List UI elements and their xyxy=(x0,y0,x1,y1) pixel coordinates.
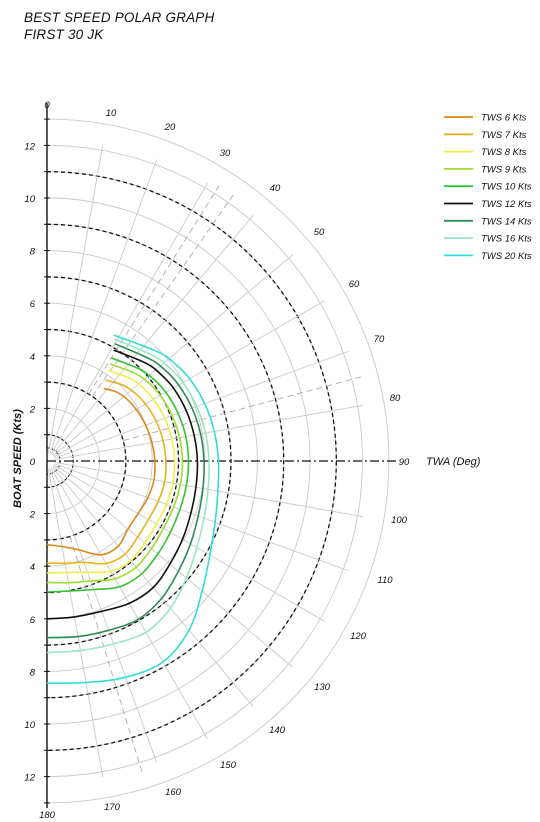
angle-line-110 xyxy=(54,463,349,572)
speed-tick-label: 0 xyxy=(30,457,36,468)
angle-tick-label: 110 xyxy=(377,575,393,586)
speed-tick-label: 2 xyxy=(29,404,36,415)
angle-line-160 xyxy=(49,468,158,763)
legend: TWS 6 Kts TWS 7 Kts TWS 8 Kts TWS 9 Kts TWS … xyxy=(444,113,532,262)
tick-labels: 1210864202468101201020304050607080901001… xyxy=(24,100,410,821)
angle-tick-label: 160 xyxy=(165,787,182,798)
angle-line-130 xyxy=(52,465,294,668)
angle-tick-label: 130 xyxy=(314,682,331,693)
series-line xyxy=(46,379,167,565)
series-line xyxy=(46,369,176,574)
series-line xyxy=(46,342,205,639)
speed-ring-dashed xyxy=(46,276,232,646)
angle-line-40 xyxy=(51,214,254,456)
speed-circle xyxy=(46,144,363,778)
speed-tick-label: 4 xyxy=(30,562,35,573)
axes xyxy=(44,103,396,808)
angle-tick-label: 40 xyxy=(270,183,281,194)
optimum-angle-line xyxy=(88,181,222,395)
speed-tick-label: 6 xyxy=(30,299,36,310)
angle-tick-label: 0 xyxy=(44,100,50,111)
speed-tick-label: 12 xyxy=(24,773,35,784)
angle-tick-label: 30 xyxy=(220,148,231,159)
legend-entry: TWS 10 Kts xyxy=(481,182,532,193)
speed-tick-label: 4 xyxy=(30,352,35,363)
angle-tick-label: 180 xyxy=(39,810,56,821)
y-axis-label: BOAT SPEED (Kts) xyxy=(12,409,24,508)
x-axis-label: TWA (Deg) xyxy=(426,456,481,468)
legend-entry: TWS 16 Kts xyxy=(481,234,532,245)
angle-line-70 xyxy=(54,350,349,459)
angle-tick-label: 70 xyxy=(374,334,385,345)
chart-subtitle: FIRST 30 JK xyxy=(24,27,104,42)
speed-ring-dashed xyxy=(46,171,337,751)
speed-tick-label: 10 xyxy=(24,194,35,205)
speed-tick-label: 12 xyxy=(24,141,35,152)
legend-entry: TWS 20 Kts xyxy=(481,251,532,262)
series-line xyxy=(46,357,190,593)
series-line xyxy=(46,338,210,654)
angle-tick-label: 90 xyxy=(399,457,410,468)
angle-tick-label: 140 xyxy=(269,725,286,736)
series-line xyxy=(46,363,184,584)
inner-ring xyxy=(46,434,74,488)
series-line xyxy=(46,334,220,684)
angle-line-20 xyxy=(49,159,158,454)
legend-entry: TWS 6 Kts xyxy=(481,113,527,124)
angle-tick-label: 10 xyxy=(106,108,117,119)
chart-title: BEST SPEED POLAR GRAPH xyxy=(24,10,215,25)
polar-curves xyxy=(46,334,220,684)
optimum-angle-line xyxy=(69,536,144,776)
legend-entry: TWS 12 Kts xyxy=(481,199,532,210)
angle-line-30 xyxy=(50,182,208,455)
legend-entry: TWS 8 Kts xyxy=(481,147,527,158)
speed-tick-label: 8 xyxy=(30,667,36,678)
series-line xyxy=(46,387,156,556)
angle-line-120 xyxy=(53,464,326,622)
angle-line-80 xyxy=(54,404,364,461)
angle-line-50 xyxy=(52,254,294,457)
angle-tick-label: 80 xyxy=(390,393,401,404)
angle-tick-label: 100 xyxy=(391,515,408,526)
angle-tick-label: 150 xyxy=(220,760,237,771)
angle-tick-label: 20 xyxy=(164,122,176,133)
speed-ring-dashed xyxy=(46,381,127,541)
speed-tick-label: 6 xyxy=(30,615,36,626)
angle-line-170 xyxy=(47,468,104,778)
angle-tick-label: 120 xyxy=(350,631,367,642)
legend-entry: TWS 9 Kts xyxy=(481,164,527,175)
speed-tick-label: 10 xyxy=(24,720,35,731)
speed-ring-dashed xyxy=(46,223,285,699)
angle-line-10 xyxy=(47,144,104,454)
angle-line-100 xyxy=(54,461,364,518)
legend-entry: TWS 7 Kts xyxy=(481,130,527,141)
optimum-angle-line xyxy=(123,375,365,442)
series-line xyxy=(46,349,199,620)
angle-tick-label: 60 xyxy=(349,279,360,290)
legend-entry: TWS 14 Kts xyxy=(481,216,532,227)
angle-tick-label: 170 xyxy=(104,802,121,813)
optimum-angle-line xyxy=(91,191,236,397)
angle-tick-label: 50 xyxy=(314,227,325,238)
speed-tick-label: 2 xyxy=(29,510,36,521)
speed-tick-label: 8 xyxy=(30,247,36,258)
